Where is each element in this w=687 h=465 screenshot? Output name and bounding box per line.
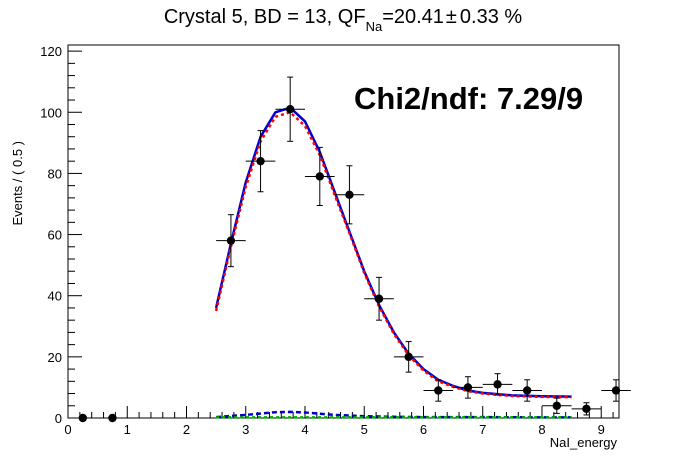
y-tick-label: 80	[48, 166, 62, 181]
data-point	[453, 376, 483, 399]
data-points	[68, 76, 631, 423]
x-axis-label: NaI_energy	[550, 435, 618, 450]
data-point	[216, 214, 246, 268]
data-marker	[374, 294, 384, 303]
title-pm: ±	[446, 6, 457, 28]
data-marker	[108, 413, 117, 423]
data-marker	[522, 386, 532, 395]
data-marker	[226, 236, 236, 245]
y-tick-label: 20	[48, 350, 62, 365]
data-point	[304, 146, 335, 207]
x-tick-label: 8	[538, 422, 545, 437]
data-point	[571, 402, 602, 416]
title-suffix: =20.41	[382, 6, 444, 28]
total-fit-curve	[214, 106, 572, 398]
x-tick-label: 0	[64, 422, 71, 437]
data-marker	[493, 380, 502, 389]
signal-component-curve	[214, 111, 572, 399]
data-point	[482, 373, 513, 396]
data-point	[334, 165, 365, 225]
chi2-annotation: Chi2/ndf: 7.29/9	[354, 81, 583, 116]
data-point	[393, 341, 424, 373]
fit-curves	[214, 106, 572, 419]
data-marker	[404, 352, 413, 362]
title-subscript: Na	[366, 19, 383, 34]
data-marker	[611, 386, 621, 395]
y-tick-label: 100	[40, 105, 62, 120]
y-tick-label: 120	[40, 44, 62, 59]
data-point	[97, 413, 128, 423]
data-point	[364, 276, 394, 321]
data-point	[601, 379, 631, 402]
chart-title: Crystal 5, BD = 13, QFNa=20.41 ±0.33 %	[164, 6, 523, 34]
data-marker	[434, 386, 443, 395]
y-tick-label: 0	[55, 411, 62, 426]
data-marker	[315, 172, 325, 181]
data-marker	[256, 156, 265, 166]
data-point	[245, 130, 276, 193]
data-marker	[78, 413, 88, 423]
x-tick-label: 9	[598, 422, 605, 437]
data-point	[423, 379, 454, 402]
data-marker	[285, 105, 295, 114]
data-point	[541, 397, 572, 414]
title-prefix: Crystal 5, BD = 13, QF	[164, 6, 366, 28]
x-tick-label: 4	[301, 422, 308, 437]
data-point	[275, 76, 305, 142]
x-tick-label: 2	[183, 422, 190, 437]
x-tick-label: 7	[479, 422, 486, 437]
title-error: 0.33 %	[460, 6, 522, 28]
data-marker	[463, 383, 473, 392]
y-tick-label: 40	[48, 289, 62, 304]
data-point	[68, 413, 98, 423]
x-tick-label: 6	[420, 422, 427, 437]
axis-ticks: 0 1 2 3 4 5 6 7 8 9 0 20 40 60 80 100 120	[40, 44, 614, 437]
data-marker	[552, 401, 561, 410]
data-point	[512, 379, 542, 402]
data-marker	[582, 404, 591, 414]
x-tick-label: 5	[361, 422, 368, 437]
x-tick-label: 1	[124, 422, 131, 437]
y-axis-label: Events / ( 0.5 )	[10, 141, 25, 226]
x-tick-label: 3	[242, 422, 249, 437]
y-tick-label: 60	[48, 228, 62, 243]
data-marker	[345, 190, 354, 200]
